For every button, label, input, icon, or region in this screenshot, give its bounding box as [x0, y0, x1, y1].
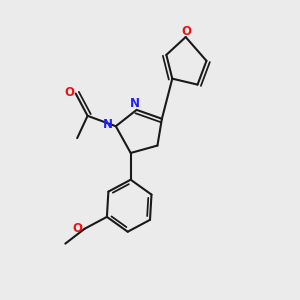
Text: O: O	[72, 222, 82, 235]
Text: O: O	[182, 25, 192, 38]
Text: N: N	[103, 118, 112, 131]
Text: N: N	[130, 97, 140, 110]
Text: O: O	[64, 86, 74, 99]
